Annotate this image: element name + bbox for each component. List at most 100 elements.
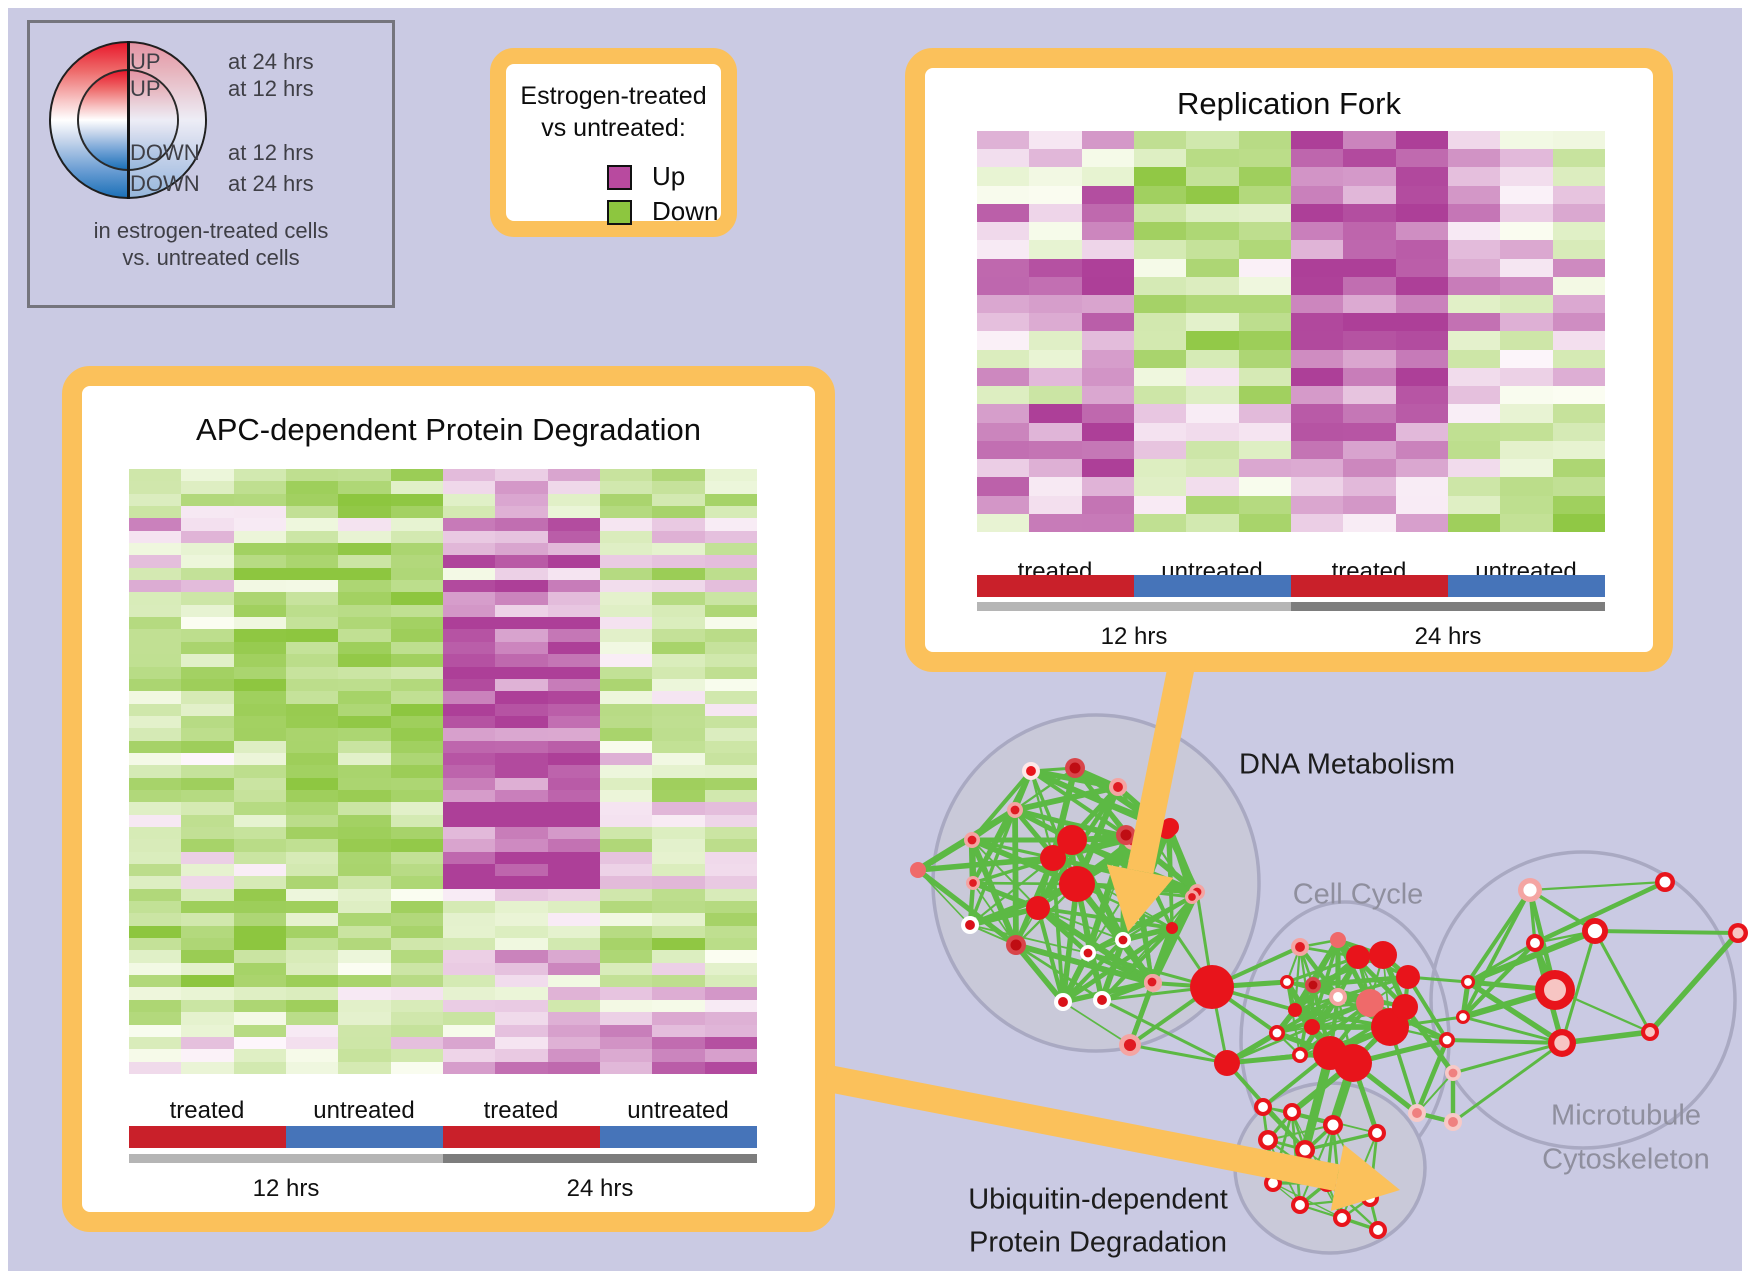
heatmap-cell [977, 386, 1030, 405]
heatmap-cell [599, 555, 653, 568]
heatmap-cell [704, 543, 757, 556]
apc-group-label-3: treated [483, 1097, 559, 1124]
heatmap-cell [181, 678, 234, 692]
heatmap-cell [390, 938, 443, 951]
heatmap-cell [181, 765, 234, 778]
heatmap-cell [1343, 240, 1396, 259]
heatmap-cell [495, 925, 548, 939]
heatmap-cell [599, 666, 653, 679]
heatmap-cell [599, 864, 653, 877]
heatmap-cell [338, 715, 391, 729]
heatmap-cell [1500, 294, 1553, 314]
heatmap-cell [285, 641, 339, 655]
heatmap-cell [390, 481, 443, 494]
heatmap-cell [547, 901, 600, 914]
heatmap-cell [129, 481, 182, 494]
heatmap-cell [1133, 167, 1187, 186]
heatmap-cell [129, 901, 182, 914]
heatmap-cell [285, 567, 339, 581]
heatmap-cell [129, 555, 182, 568]
heatmap-cell [547, 691, 600, 704]
heatmap-cell [704, 1036, 757, 1050]
heatmap-cell [704, 604, 757, 618]
heatmap-cell [495, 481, 548, 494]
heatmap-cell [1447, 167, 1501, 186]
heatmap-cell [547, 851, 600, 864]
heatmap-cell [652, 1012, 705, 1025]
heatmap-cell [1186, 477, 1239, 496]
heatmap-cell [285, 938, 339, 951]
heatmap-cell [338, 617, 391, 630]
heatmap-cell [181, 604, 234, 618]
heatmap-cell [547, 592, 600, 605]
heatmap-cell [285, 691, 339, 704]
heatmap-cell [1029, 422, 1082, 441]
heatmap-cell [599, 839, 653, 852]
heatmap-cell [338, 654, 391, 667]
heatmap-cell [1447, 222, 1501, 241]
heatmap-cell [704, 814, 757, 827]
heatmap-cell [181, 1024, 234, 1037]
heatmap-cell [1238, 495, 1291, 514]
heatmap-cell [285, 654, 339, 667]
heatmap-cell [233, 901, 286, 914]
heatmap-cell [599, 678, 653, 692]
heatmap-cell [1238, 294, 1291, 314]
heatmap-cell [390, 580, 443, 593]
heatmap-cell [1290, 222, 1344, 241]
heatmap-cell [1238, 222, 1291, 241]
heatmap-cell [1029, 258, 1082, 277]
heatmap-cell [1395, 167, 1448, 186]
heatmap-cell [338, 1061, 391, 1074]
heatmap-cell [285, 851, 339, 864]
heatmap-cell [599, 567, 653, 581]
heatmap-cell [599, 789, 653, 803]
heatmap-cell [547, 580, 600, 593]
heatmap-cell [129, 1061, 182, 1074]
heatmap-cell [495, 1036, 548, 1050]
heatmap-cell [1081, 386, 1134, 405]
heatmap-cell [495, 839, 548, 852]
heatmap-cell [285, 901, 339, 914]
heatmap-cell [442, 864, 496, 877]
heatmap-cell [652, 617, 705, 630]
heatmap-cell [599, 543, 653, 556]
heatmap-cell [1395, 331, 1448, 350]
heatmap-cell [442, 839, 496, 852]
heatmap-cell [495, 580, 548, 593]
heatmap-cell [285, 864, 339, 877]
heatmap-cell [390, 543, 443, 556]
heatmap-cell [652, 999, 705, 1013]
heatmap-cell [599, 530, 653, 544]
heatmap-cell [1447, 294, 1501, 314]
heatmap-cell [704, 518, 757, 531]
heatmap-cell [1290, 495, 1344, 514]
heatmap-cell [704, 950, 757, 963]
heatmap-cell [652, 506, 705, 519]
heatmap-cell [599, 715, 653, 729]
heatmap-cell [1186, 331, 1239, 350]
heatmap-cell [1552, 513, 1605, 532]
heatmap-cell [233, 851, 286, 864]
heatmap-cell [129, 580, 182, 593]
heatmap-cell [442, 826, 496, 840]
heatmap-cell [442, 999, 496, 1013]
heatmap-cell [1552, 367, 1605, 387]
heatmap-cell [181, 901, 234, 914]
heatmap-cell [233, 752, 286, 766]
heatmap-cell [704, 654, 757, 667]
heatmap-cell [495, 666, 548, 679]
heatmap-cell [285, 703, 339, 716]
heatmap-cell [442, 925, 496, 939]
heatmap-cell [1029, 331, 1082, 350]
heatmap-cell [599, 1012, 653, 1025]
heatmap-cell [977, 240, 1030, 259]
heatmap-cell [181, 913, 234, 926]
heatmap-cell [1500, 222, 1553, 241]
heatmap-cell [704, 826, 757, 840]
apc-untreated-bar-12 [286, 1126, 443, 1148]
heatmap-cell [704, 913, 757, 926]
apc-group-label-1: treated [169, 1097, 245, 1124]
heatmap-cell [495, 987, 548, 1000]
heatmap-cell [233, 802, 286, 815]
